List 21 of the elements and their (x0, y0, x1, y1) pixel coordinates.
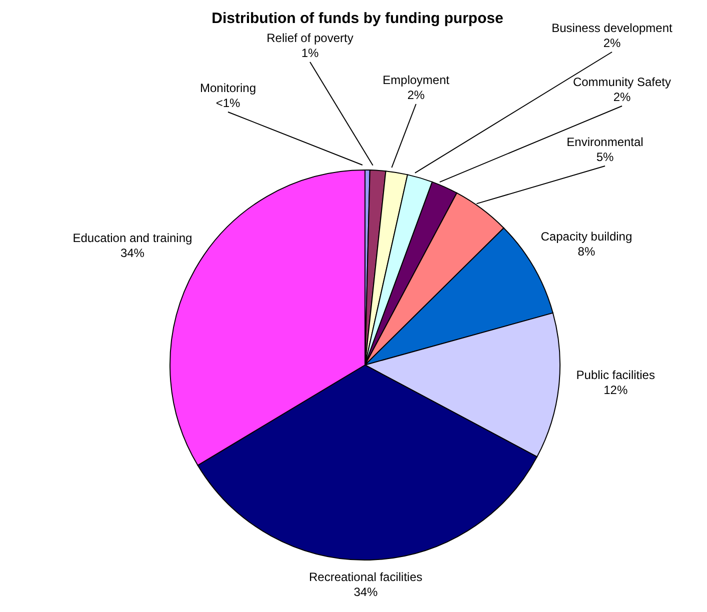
data-label: 1% (301, 46, 319, 60)
slice-label: Recreational facilities (309, 570, 422, 584)
slice-label: Public facilities (576, 368, 655, 382)
data-label: 34% (354, 584, 378, 599)
slice-label: Relief of poverty (266, 31, 354, 45)
data-label: 34% (120, 246, 145, 260)
data-label: 2% (603, 36, 621, 50)
slice-label: Business development (552, 21, 674, 35)
data-label: 2% (407, 88, 425, 102)
slice-label: Employment (382, 73, 450, 87)
slice-label: Environmental (566, 135, 644, 149)
data-label: 5% (596, 150, 614, 164)
slice-label: Community Safety (572, 75, 672, 89)
slice-label: Education and training (72, 231, 192, 246)
data-label: 8% (578, 244, 596, 258)
slice-label: Capacity building (540, 229, 632, 244)
chart-title: Distribution of funds by funding purpose (212, 10, 504, 27)
data-label: 2% (613, 90, 631, 104)
data-label: 12% (604, 382, 628, 397)
data-label: <1% (216, 96, 240, 110)
slice-label: Monitoring (200, 81, 256, 95)
